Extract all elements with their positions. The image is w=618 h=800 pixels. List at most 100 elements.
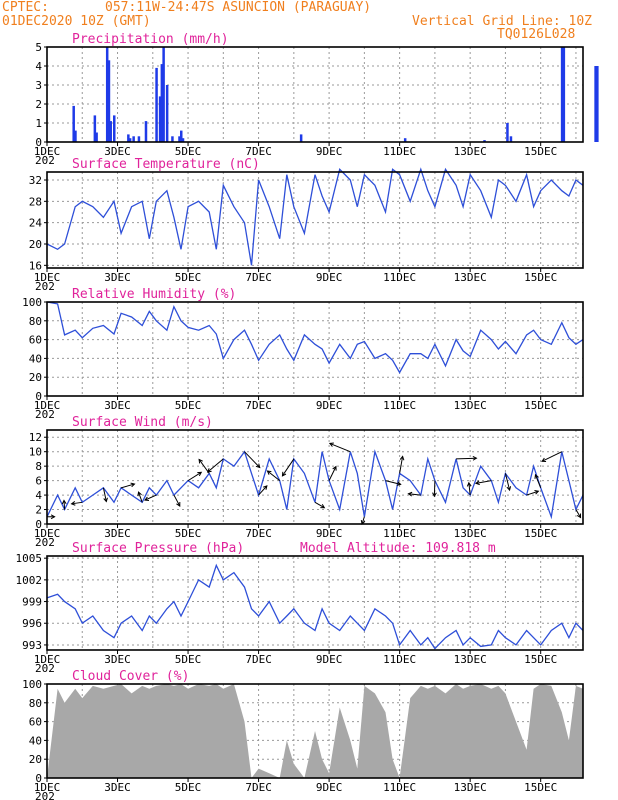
cloud-xtick-label: 11DEC — [383, 781, 416, 794]
precip-bar — [144, 121, 148, 142]
temp-ytick-label: 20 — [29, 238, 42, 251]
precip-bar — [594, 66, 597, 142]
wind-arrow-head — [534, 490, 540, 495]
precip-bar — [74, 130, 77, 142]
temp-xtick-label: 13DEC — [454, 271, 487, 284]
header-grid-note: Vertical Grid Line: 10Z — [412, 14, 592, 29]
temp-ytick-label: 24 — [29, 217, 43, 230]
wind-arrow-head — [332, 465, 337, 471]
wind-arrow-head — [534, 473, 539, 479]
wind-arrow — [385, 480, 401, 485]
precip-xtick-label: 13DEC — [454, 145, 487, 158]
precip-bar — [596, 66, 599, 142]
wind-arrow — [138, 491, 143, 503]
wind-title: Surface Wind (m/s) — [72, 415, 213, 430]
header-source: CPTEC: — [2, 0, 49, 15]
pressure-ytick-label: 999 — [22, 596, 42, 609]
wind-arrow-head — [576, 513, 582, 519]
wind-arrow — [314, 501, 325, 509]
rh-ytick-label: 100 — [22, 296, 42, 309]
precip-bar — [155, 67, 158, 142]
wind-arrow-head — [407, 491, 413, 497]
cloud-xtick-label: 7DEC — [245, 781, 272, 794]
precip-frame — [46, 46, 584, 143]
pressure-ytick-label: 1005 — [16, 552, 43, 565]
precip-bar — [181, 138, 185, 142]
pressure-xtick-label: 7DEC — [245, 653, 272, 666]
rh-xtick-label: 13DEC — [454, 399, 487, 412]
pressure-year-fragment: 202 — [35, 662, 55, 675]
wind-arrow-head — [466, 481, 472, 487]
wind-arrow — [475, 480, 492, 484]
wind-arrow — [328, 466, 337, 481]
wind-ytick-label: 12 — [29, 431, 42, 444]
precip-title: Precipitation (mm/h) — [72, 32, 229, 47]
wind-xtick-label: 11DEC — [383, 527, 416, 540]
wind-arrow — [244, 451, 261, 468]
precip-bar — [506, 123, 509, 142]
rh-xtick-label: 5DEC — [175, 399, 202, 412]
precip-bar — [483, 140, 486, 142]
precip-xtick-label: 11DEC — [383, 145, 416, 158]
wind-arrow-head — [61, 499, 67, 505]
humidity-panel: Relative Humidity (%) 0 20 40 60 80 100 1DEC 3DE… — [22, 287, 584, 421]
precip-ytick-label: 5 — [35, 41, 42, 54]
cloud-xtick-label: 9DEC — [316, 781, 343, 794]
cloud-ytick-label: 60 — [29, 716, 42, 729]
cloud-xtick-label: 15DEC — [524, 781, 557, 794]
pressure-annotation: Model Altitude: 109.818 m — [300, 541, 496, 556]
temp-ytick-label: 32 — [29, 174, 42, 187]
wind-arrow-head — [396, 481, 402, 486]
precip-xtick-label: 5DEC — [175, 145, 202, 158]
precip-xtick-label: 9DEC — [316, 145, 343, 158]
wind-arrow-head — [130, 482, 136, 488]
temp-line — [46, 167, 584, 266]
wind-frame — [46, 429, 584, 525]
precip-ytick-label: 0 — [35, 136, 42, 149]
wind-arrow — [408, 493, 421, 496]
pressure-frame — [46, 555, 584, 651]
precip-bar — [132, 136, 135, 142]
cloud-ytick-label: 80 — [29, 697, 42, 710]
wind-arrow-head — [50, 514, 56, 520]
header-location: 057:11W-24:47S ASUNCION (PARAGUAY) — [105, 0, 371, 15]
pressure-ytick-label: 993 — [22, 639, 42, 652]
cloud-xtick-label: 3DEC — [104, 781, 131, 794]
wind-arrow — [361, 516, 365, 525]
precip-bar — [171, 136, 174, 142]
wind-ytick-label: 4 — [35, 489, 42, 502]
rh-xtick-label: 1DEC — [34, 399, 61, 412]
wind-arrow — [504, 473, 511, 491]
rh-ytick-label: 0 — [35, 390, 42, 403]
temp-xtick-label: 5DEC — [175, 271, 202, 284]
wind-arrow-head — [70, 501, 76, 506]
header-code: TQ0126L028 — [497, 27, 575, 42]
cloud-year-fragment: 202 — [35, 790, 55, 800]
precip-bar — [95, 132, 98, 142]
precip-bar — [109, 121, 112, 142]
pressure-xtick-label: 9DEC — [316, 653, 343, 666]
wind-arrow-head — [266, 470, 272, 475]
rh-title: Relative Humidity (%) — [72, 287, 236, 302]
wind-arrow — [541, 451, 563, 462]
wind-arrow-head — [474, 480, 480, 486]
wind-arrow — [63, 500, 66, 510]
wind-arrow — [173, 494, 181, 507]
rh-xtick-label: 9DEC — [316, 399, 343, 412]
rh-xtick-label: 11DEC — [383, 399, 416, 412]
precip-bar — [165, 85, 169, 142]
wind-arrow-head — [328, 442, 334, 447]
precip-bar — [403, 138, 407, 142]
precip-bar — [162, 47, 165, 142]
cloud-frame — [46, 683, 584, 779]
precip-ytick-label: 4 — [35, 60, 42, 73]
precip-bar — [180, 130, 183, 142]
wind-ytick-label: 8 — [35, 460, 42, 473]
precip-bar — [562, 47, 566, 142]
wind-line — [46, 449, 584, 520]
cloud-xtick-label: 13DEC — [454, 781, 487, 794]
cloud-ytick-label: 0 — [35, 772, 42, 785]
cloud-area — [47, 684, 583, 778]
wind-arrow-head — [144, 496, 150, 501]
